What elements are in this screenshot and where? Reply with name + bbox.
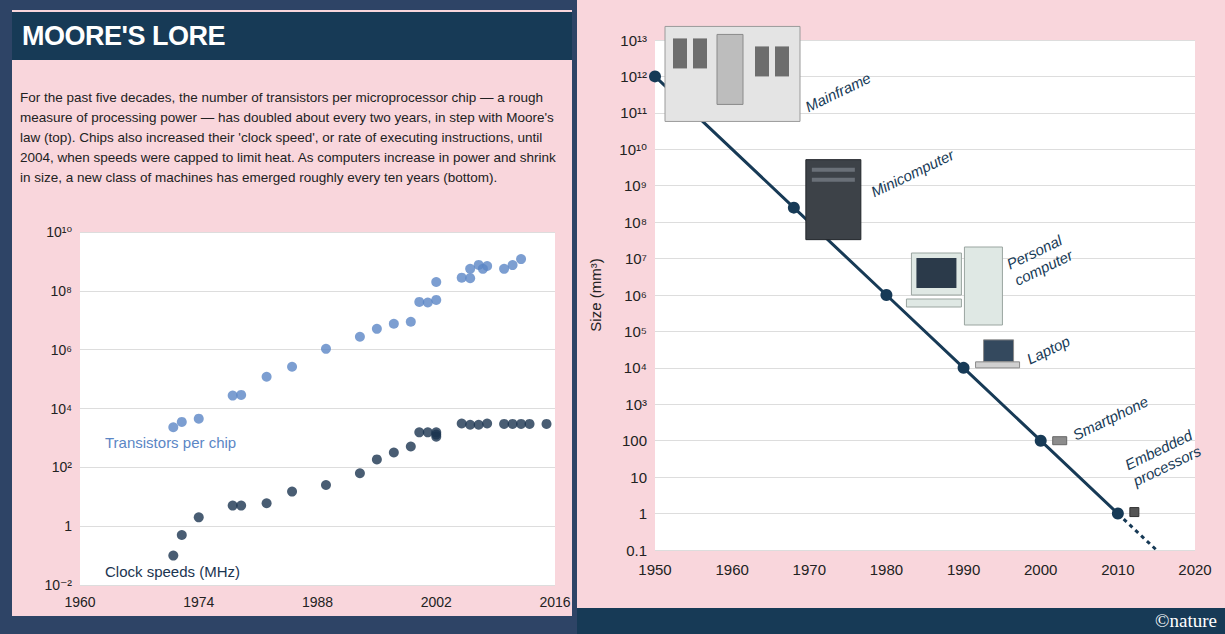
svg-text:10⁴: 10⁴: [50, 401, 72, 417]
svg-text:10: 10: [630, 469, 647, 486]
svg-text:1950: 1950: [638, 561, 671, 578]
html-text:©nature: ©nature: [1155, 610, 1217, 631]
html-text:MOORE'S LORE: MOORE'S LORE: [22, 21, 225, 51]
svg-text:10⁻²: 10⁻²: [44, 577, 72, 593]
svg-text:Clock speeds (MHz): Clock speeds (MHz): [105, 563, 240, 580]
svg-text:Mainframe: Mainframe: [802, 69, 873, 115]
svg-text:1: 1: [64, 518, 72, 534]
svg-text:10⁷: 10⁷: [625, 250, 647, 267]
svg-text:10²: 10²: [52, 459, 73, 475]
svg-text:100: 100: [622, 432, 647, 449]
svg-text:Smartphone: Smartphone: [1070, 393, 1151, 444]
svg-text:10¹¹: 10¹¹: [620, 104, 647, 121]
svg-text:Laptop: Laptop: [1024, 332, 1073, 367]
svg-text:2000: 2000: [1024, 561, 1057, 578]
svg-text:1960: 1960: [715, 561, 748, 578]
svg-text:2002: 2002: [421, 594, 452, 610]
svg-text:2020: 2020: [1178, 561, 1211, 578]
svg-text:10⁸: 10⁸: [624, 214, 647, 231]
svg-text:10¹²: 10¹²: [620, 68, 647, 85]
svg-text:Minicomputer: Minicomputer: [868, 145, 957, 200]
svg-text:computer: computer: [1012, 246, 1077, 289]
svg-text:Personal: Personal: [1003, 231, 1065, 273]
svg-text:10⁹: 10⁹: [624, 177, 647, 194]
svg-text:10⁶: 10⁶: [51, 342, 72, 358]
svg-text:10⁵: 10⁵: [624, 323, 647, 340]
svg-text:Embedded: Embedded: [1122, 426, 1195, 474]
svg-text:Transistors per chip: Transistors per chip: [105, 434, 236, 451]
svg-text:1980: 1980: [870, 561, 903, 578]
svg-text:1990: 1990: [947, 561, 980, 578]
html-text:For the past five decades, the: For the past five decades, the number of…: [20, 90, 556, 185]
svg-text:processors: processors: [1129, 442, 1204, 490]
svg-text:1: 1: [639, 505, 647, 522]
svg-text:10¹³: 10¹³: [620, 32, 647, 49]
svg-text:0.1: 0.1: [626, 542, 647, 559]
svg-text:2010: 2010: [1101, 561, 1134, 578]
svg-text:2016: 2016: [539, 594, 570, 610]
svg-text:10¹⁰: 10¹⁰: [46, 224, 72, 240]
svg-text:10⁴: 10⁴: [624, 359, 647, 376]
svg-text:10¹⁰: 10¹⁰: [619, 141, 647, 158]
svg-text:1970: 1970: [793, 561, 826, 578]
svg-text:1988: 1988: [302, 594, 333, 610]
svg-text:1974: 1974: [183, 594, 214, 610]
svg-text:Size (mm³): Size (mm³): [587, 258, 604, 331]
svg-text:10³: 10³: [625, 396, 647, 413]
svg-text:1960: 1960: [64, 594, 95, 610]
svg-text:10⁶: 10⁶: [624, 287, 647, 304]
svg-text:10⁸: 10⁸: [51, 283, 73, 299]
